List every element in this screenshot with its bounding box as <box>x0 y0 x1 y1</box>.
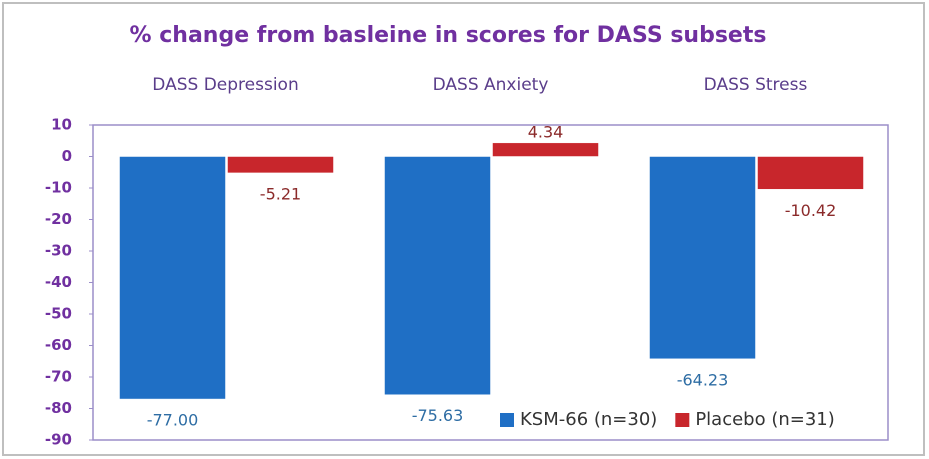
legend-label: Placebo (n=31) <box>695 409 834 430</box>
y-tick-label: -30 <box>45 242 72 260</box>
value-label: 4.34 <box>528 122 564 141</box>
value-label: -64.23 <box>677 370 729 389</box>
category-label: DASS Depression <box>152 75 298 95</box>
bar <box>649 156 756 360</box>
legend-label: KSM-66 (n=30) <box>520 409 657 430</box>
y-tick-label: -40 <box>45 273 72 291</box>
legend-swatch <box>500 413 514 427</box>
y-tick-label: -80 <box>45 399 72 417</box>
value-label: -75.63 <box>412 406 464 425</box>
value-label: -10.42 <box>785 201 837 220</box>
bar <box>384 156 491 395</box>
y-tick-label: -60 <box>45 336 72 354</box>
value-label: -5.21 <box>260 184 301 203</box>
y-tick-label: 0 <box>62 147 72 165</box>
bar <box>492 142 599 157</box>
bar <box>227 156 334 174</box>
y-tick-label: -90 <box>45 431 72 449</box>
legend-swatch <box>675 413 690 427</box>
y-tick-label: -10 <box>45 179 72 197</box>
bar <box>119 156 226 400</box>
chart-title: % change from basleine in scores for DAS… <box>130 23 767 48</box>
y-tick-label: 10 <box>51 116 72 134</box>
category-label: DASS Stress <box>704 75 808 95</box>
category-label: DASS Anxiety <box>433 75 549 95</box>
bar <box>757 156 864 190</box>
value-label: -77.00 <box>147 411 199 430</box>
y-tick-label: -50 <box>45 305 72 323</box>
y-tick-label: -20 <box>45 210 72 228</box>
y-tick-label: -70 <box>45 368 72 386</box>
